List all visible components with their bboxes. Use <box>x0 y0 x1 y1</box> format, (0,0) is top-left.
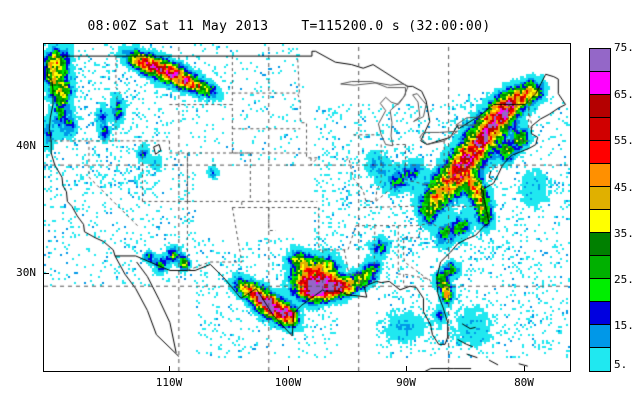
colorbar-tick-label: 45. <box>614 181 634 194</box>
colorbar-tick-label: 75. <box>614 41 634 54</box>
x-axis-tick-label: 110W <box>155 376 183 389</box>
y-tick-mark <box>44 146 49 147</box>
x-tick-mark <box>406 366 407 371</box>
y-tick-mark <box>44 273 49 274</box>
colorbar-band <box>590 95 610 118</box>
colorbar-band <box>590 302 610 325</box>
colorbar-band <box>590 164 610 187</box>
map-plot-area <box>43 43 571 372</box>
reflectivity-colorbar <box>589 48 611 372</box>
x-axis-tick-label: 90W <box>396 376 416 389</box>
reflectivity-map-canvas <box>44 44 570 371</box>
colorbar-band <box>590 118 610 141</box>
colorbar-band <box>590 187 610 210</box>
colorbar-band <box>590 141 610 164</box>
y-axis-tick-label: 30N <box>16 266 36 279</box>
colorbar-band <box>590 348 610 371</box>
y-axis-tick-label: 40N <box>16 139 36 152</box>
x-axis-tick-label: 80W <box>514 376 534 389</box>
x-tick-mark <box>524 366 525 371</box>
colorbar-band <box>590 210 610 233</box>
colorbar-band <box>590 49 610 72</box>
x-axis-tick-label: 100W <box>274 376 302 389</box>
colorbar-tick-label: 35. <box>614 227 634 240</box>
colorbar-band <box>590 256 610 279</box>
x-tick-mark <box>169 366 170 371</box>
colorbar-band <box>590 325 610 348</box>
figure-title: 08:00Z Sat 11 May 2013 T=115200.0 s (32:… <box>87 19 491 34</box>
colorbar-tick-label: 15. <box>614 319 634 332</box>
x-tick-mark <box>288 366 289 371</box>
colorbar-tick-label: 65. <box>614 88 634 101</box>
colorbar-band <box>590 72 610 95</box>
colorbar-band <box>590 279 610 302</box>
colorbar-tick-label: 5. <box>614 358 628 371</box>
colorbar-band <box>590 233 610 256</box>
colorbar-tick-label: 25. <box>614 273 634 286</box>
colorbar-tick-label: 55. <box>614 134 634 147</box>
